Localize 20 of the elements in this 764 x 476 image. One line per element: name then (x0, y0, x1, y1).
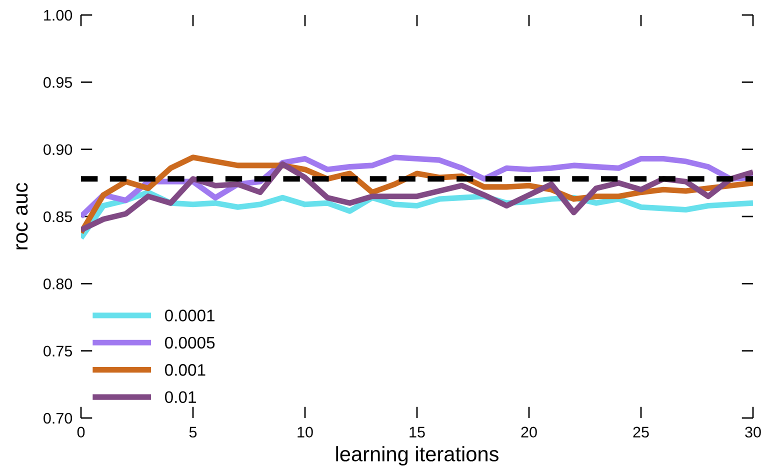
x-tick-label: 15 (410, 426, 425, 438)
x-tick-label: 5 (189, 426, 197, 438)
y-tick-label: 0.75 (44, 346, 72, 357)
y-tick-label: 0.95 (44, 77, 72, 88)
y-tick-label: 0.70 (44, 412, 72, 424)
legend-label: 0.0001 (164, 310, 214, 322)
x-tick-label: 0 (77, 426, 85, 438)
x-axis-title: learning iterations (336, 446, 498, 466)
legend-label: 0.01 (164, 391, 196, 404)
y-axis-title: roc auc (16, 182, 28, 250)
y-tick-label: 1.00 (44, 10, 72, 21)
legend-label: 0.001 (164, 364, 206, 376)
legend-label: 0.0005 (164, 336, 215, 349)
x-tick-label: 10 (298, 426, 313, 438)
x-tick-label: 20 (521, 426, 537, 438)
y-tick-label: 0.85 (44, 211, 72, 222)
x-tick-label: 30 (745, 426, 761, 438)
y-tick-label: 0.80 (44, 278, 72, 290)
y-tick-label: 0.90 (44, 144, 72, 156)
x-tick-label: 25 (633, 426, 649, 438)
